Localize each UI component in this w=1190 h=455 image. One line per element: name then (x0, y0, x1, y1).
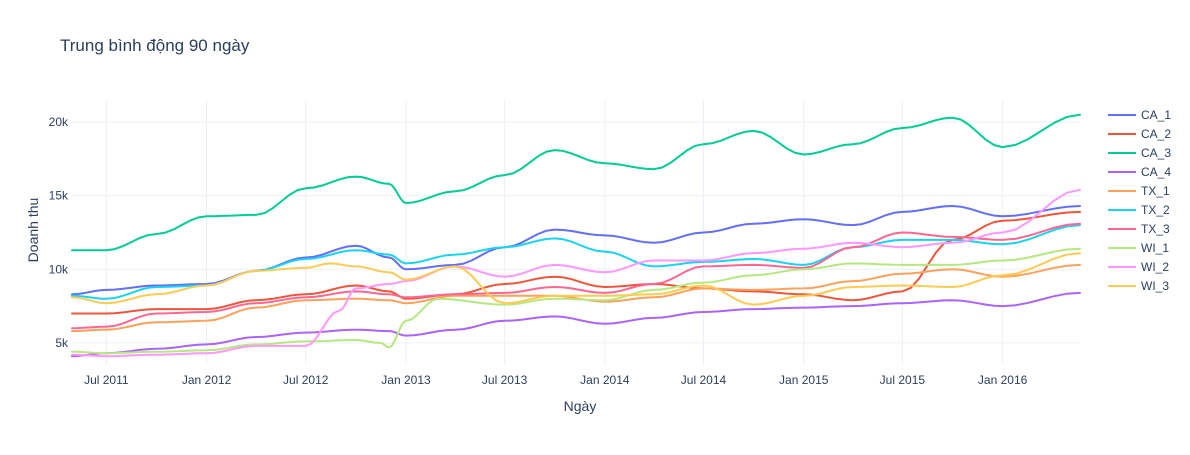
legend-item-tx-3[interactable]: TX_3 (1108, 222, 1170, 236)
series-line-ca-4 (71, 291, 1081, 358)
series-line-wi-2 (71, 188, 1081, 358)
chart-title: Trung bình động 90 ngày (60, 36, 250, 55)
y-axis-title: Doanh thu (25, 198, 41, 263)
legend-item-ca-1[interactable]: CA_1 (1108, 108, 1171, 122)
legend-item-ca-2[interactable]: CA_2 (1108, 127, 1171, 141)
legend-label: WI_1 (1141, 241, 1169, 255)
x-tick-label-9: Jan 2016 (978, 373, 1028, 387)
x-tick-label-1: Jan 2012 (182, 373, 232, 387)
series-line-tx-3 (71, 222, 1081, 330)
y-tick-label-2: 15k (49, 189, 69, 203)
series-line-wi-3 (71, 252, 1081, 306)
legend-item-wi-1[interactable]: WI_1 (1108, 241, 1169, 255)
legend-label: TX_3 (1141, 222, 1170, 236)
x-axis-title: Ngày (564, 398, 597, 414)
x-tick-label-2: Jul 2012 (283, 373, 329, 387)
x-tick-label-0: Jul 2011 (84, 373, 129, 387)
x-tick-label-8: Jul 2015 (880, 373, 926, 387)
legend-label: TX_1 (1141, 184, 1170, 198)
x-tick-label-5: Jan 2014 (580, 373, 630, 387)
legend[interactable]: CA_1 CA_2 CA_3 CA_4 TX_1 TX_2 TX_3 WI_1 WI_2 WI_3 (1108, 108, 1171, 293)
legend-item-ca-4[interactable]: CA_4 (1108, 165, 1171, 179)
legend-label: WI_3 (1141, 279, 1169, 293)
y-tick-label-1: 10k (49, 262, 69, 276)
legend-label: CA_1 (1141, 108, 1171, 122)
x-tick-label-7: Jan 2015 (779, 373, 829, 387)
legend-item-ca-3[interactable]: CA_3 (1108, 146, 1171, 160)
legend-label: CA_4 (1141, 165, 1171, 179)
legend-label: TX_2 (1141, 203, 1170, 217)
series-line-wi-1 (71, 247, 1081, 355)
series-line-tx-1 (71, 263, 1081, 333)
y-tick-label-3: 20k (49, 115, 69, 129)
legend-label: CA_3 (1141, 146, 1171, 160)
legend-label: CA_2 (1141, 127, 1171, 141)
y-tick-label-0: 5k (55, 336, 69, 350)
x-tick-label-4: Jul 2013 (482, 373, 528, 387)
x-tick-label-6: Jul 2014 (681, 373, 727, 387)
series-line-ca-3 (71, 113, 1081, 252)
x-axis-ticks: Jul 2011 Jan 2012 Jul 2012 Jan 2013 Jul 2013… (84, 373, 1028, 387)
x-tick-label-3: Jan 2013 (381, 373, 431, 387)
legend-item-tx-1[interactable]: TX_1 (1108, 184, 1170, 198)
grid (72, 100, 1080, 365)
legend-label: WI_2 (1141, 260, 1169, 274)
series-line-ca-2 (71, 210, 1081, 315)
y-axis-ticks: 5k 10k 15k 20k (49, 115, 69, 350)
series-lines (71, 113, 1081, 358)
legend-item-tx-2[interactable]: TX_2 (1108, 203, 1170, 217)
legend-item-wi-2[interactable]: WI_2 (1108, 260, 1169, 274)
legend-item-wi-3[interactable]: WI_3 (1108, 279, 1169, 293)
